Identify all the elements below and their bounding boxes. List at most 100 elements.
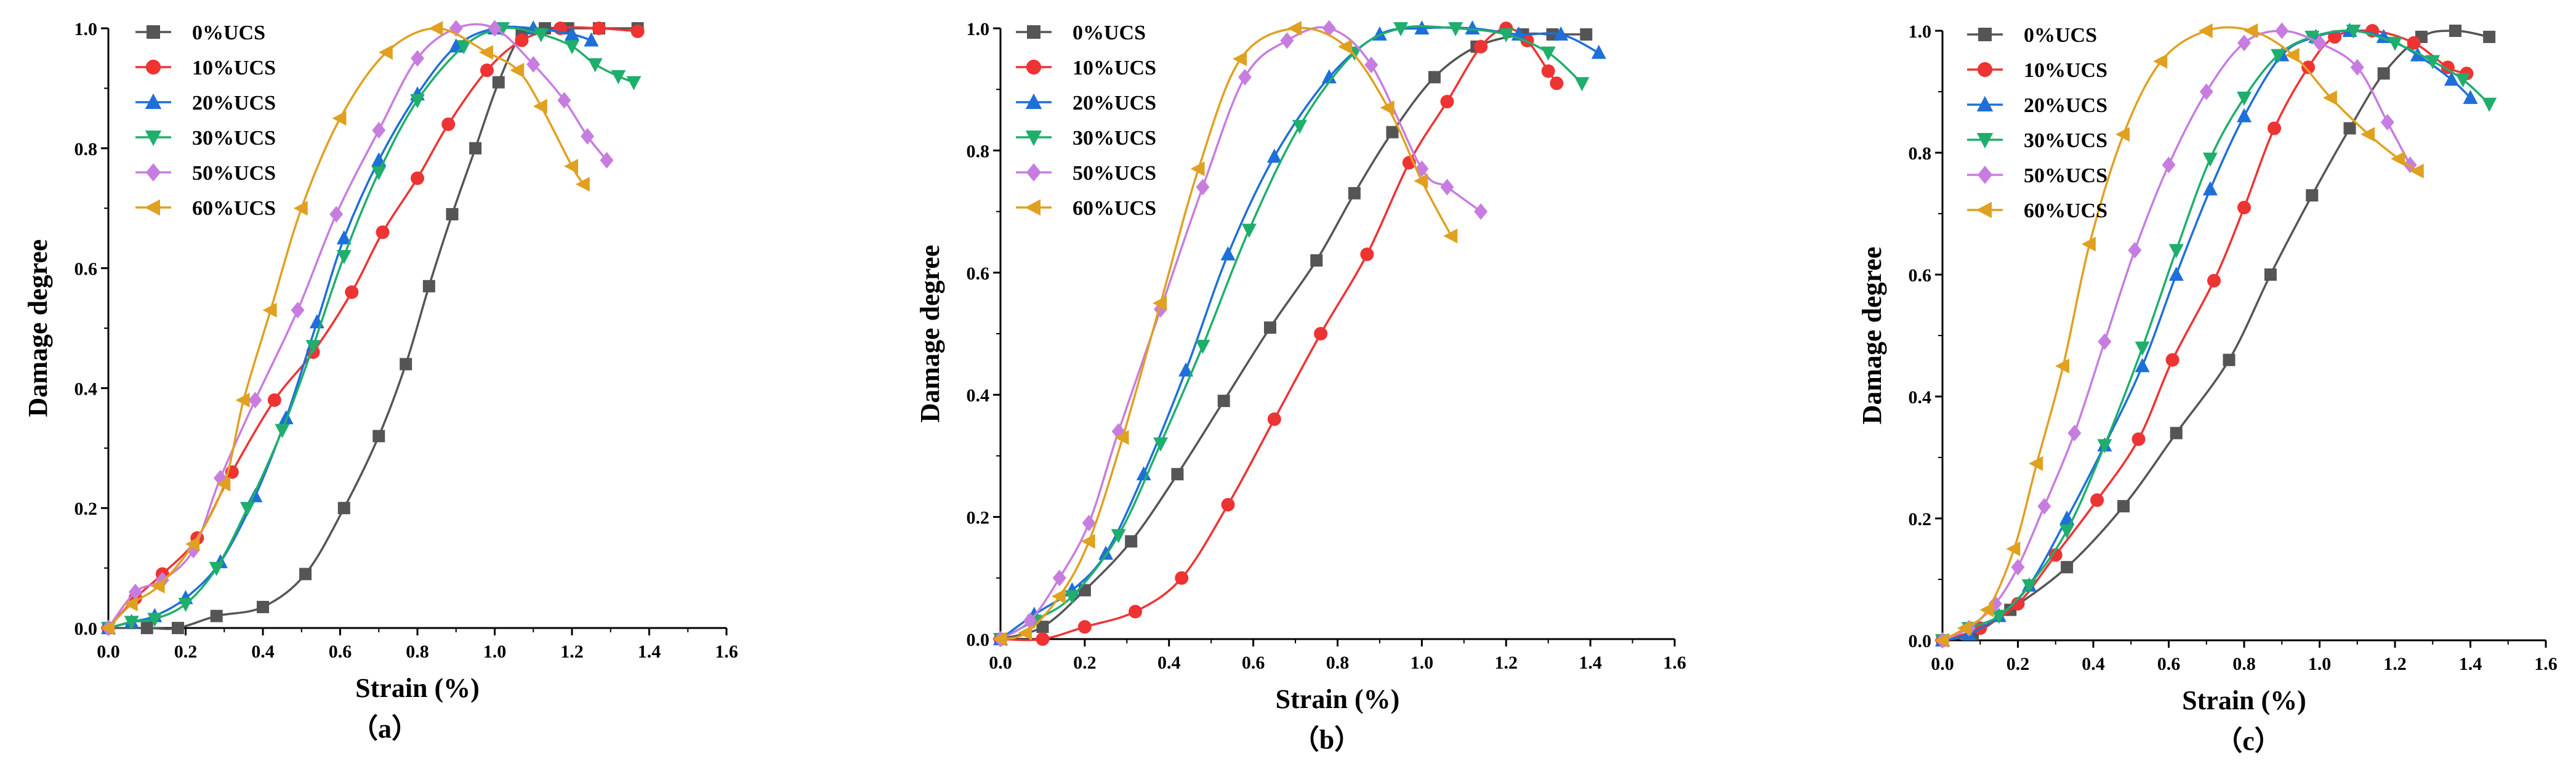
data-point xyxy=(2285,47,2300,63)
data-point xyxy=(336,230,352,244)
data-point xyxy=(2199,83,2213,100)
data-point xyxy=(441,117,456,131)
data-point xyxy=(2081,236,2096,252)
data-point xyxy=(600,151,614,169)
data-point xyxy=(1380,100,1395,115)
x-tick-label: 0.4 xyxy=(251,642,275,662)
data-point xyxy=(1979,602,1994,618)
data-point xyxy=(2237,91,2252,106)
data-point xyxy=(2482,97,2497,112)
data-point xyxy=(411,171,424,185)
legend-marker xyxy=(1027,25,1040,39)
data-point xyxy=(1957,621,1971,636)
x-tick-label: 1.4 xyxy=(638,642,661,662)
data-point xyxy=(478,44,493,60)
data-point xyxy=(1111,529,1126,544)
series-0%UCS xyxy=(102,22,644,634)
data-point xyxy=(209,562,224,576)
data-point xyxy=(2029,456,2043,471)
data-point xyxy=(1052,570,1066,587)
y-axis-title: Damage degree xyxy=(915,245,945,423)
data-point xyxy=(2306,189,2319,202)
data-point xyxy=(1310,254,1323,267)
legend-label: 10%UCS xyxy=(1073,57,1156,79)
data-point xyxy=(2361,127,2375,142)
data-point xyxy=(1321,69,1337,84)
data-point xyxy=(372,122,386,139)
data-point xyxy=(150,578,165,594)
data-point xyxy=(2350,58,2364,76)
data-point xyxy=(2449,25,2461,37)
y-tick-label: 0.6 xyxy=(74,259,98,280)
data-point xyxy=(123,597,138,612)
data-point xyxy=(185,536,200,552)
data-point xyxy=(2115,127,2130,142)
data-point xyxy=(1474,39,1488,54)
series-line xyxy=(107,26,638,629)
data-point xyxy=(2067,424,2082,441)
data-point xyxy=(1136,466,1151,481)
data-point xyxy=(533,28,549,42)
legend-marker xyxy=(1976,95,1994,111)
legend-label: 30%UCS xyxy=(1073,127,1156,150)
data-point xyxy=(235,392,250,408)
legend-label: 20%UCS xyxy=(192,92,276,115)
data-point xyxy=(2153,54,2168,69)
data-point xyxy=(429,21,443,36)
data-point xyxy=(992,632,1007,646)
data-point xyxy=(2117,500,2130,513)
data-point xyxy=(2377,67,2390,80)
data-point xyxy=(2059,524,2075,539)
data-point xyxy=(1338,39,1353,54)
data-point xyxy=(2237,108,2252,123)
x-tick-label: 1.4 xyxy=(1579,653,1602,673)
data-point xyxy=(2168,267,2184,281)
data-point xyxy=(2055,358,2069,374)
y-tick-label: 0.8 xyxy=(74,139,98,159)
data-point xyxy=(1440,179,1454,196)
data-point xyxy=(171,622,184,634)
data-point xyxy=(480,63,494,78)
data-point xyxy=(2312,34,2327,52)
x-tick-label: 0.8 xyxy=(1326,653,1350,673)
legend-marker xyxy=(145,163,161,182)
data-point xyxy=(2162,156,2176,174)
legend: 0%UCS 10%UCS 20%UCS 30%UCS 50%UCS 60%UCS xyxy=(135,22,276,220)
data-point xyxy=(2407,36,2421,50)
data-point xyxy=(2409,163,2424,179)
data-point xyxy=(1443,228,1458,244)
data-point xyxy=(332,111,347,126)
y-tick-label: 0.8 xyxy=(1909,143,1932,164)
y-tick-label: 1.0 xyxy=(1909,22,1932,42)
data-point xyxy=(2455,73,2471,88)
panel-caption: （a） xyxy=(351,714,419,744)
data-point xyxy=(2198,23,2213,38)
x-tick-label: 0.4 xyxy=(2082,654,2105,674)
data-point xyxy=(1267,412,1281,426)
data-point xyxy=(581,127,595,145)
data-point xyxy=(2131,432,2146,446)
data-point xyxy=(492,76,505,89)
legend-label: 0%UCS xyxy=(2024,24,2097,47)
y-tick-label: 0.4 xyxy=(967,385,990,406)
data-point xyxy=(345,285,359,299)
series-line xyxy=(108,26,638,630)
series-10%UCS xyxy=(102,22,645,635)
data-point xyxy=(2202,181,2218,196)
x-axis-title: Strain (%) xyxy=(1276,684,1400,714)
legend-label: 30%UCS xyxy=(2024,129,2107,152)
data-point xyxy=(2244,23,2258,38)
data-point xyxy=(2237,34,2251,52)
data-point xyxy=(2483,30,2496,43)
data-point xyxy=(2207,273,2221,288)
x-tick-label: 0.2 xyxy=(1073,653,1097,673)
data-point xyxy=(371,166,387,180)
series-50%UCS xyxy=(1936,22,2417,649)
legend-marker xyxy=(145,59,161,75)
data-point xyxy=(2011,558,2025,576)
series-line xyxy=(1000,26,1482,640)
x-tick-label: 1.0 xyxy=(483,642,507,662)
data-point xyxy=(1036,632,1050,646)
series-50%UCS xyxy=(102,20,614,637)
